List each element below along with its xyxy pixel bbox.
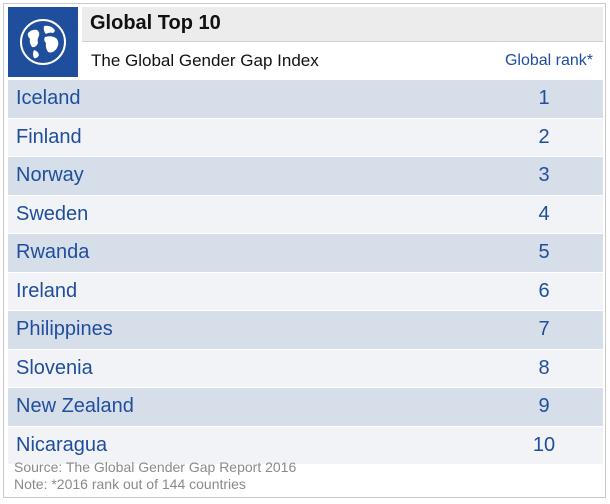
global-rank: 4 [538, 202, 550, 225]
country-name: Philippines [16, 318, 113, 340]
index-name: The Global Gender Gap Index [91, 51, 319, 70]
globe-icon-box [8, 7, 78, 77]
global-rank: 8 [538, 356, 550, 379]
table-row: Iceland 1 [8, 80, 603, 119]
page-title: Global Top 10 [90, 12, 221, 34]
global-rank: 6 [538, 279, 550, 302]
table-row: Norway 3 [8, 157, 603, 196]
country-name: Slovenia [16, 356, 93, 379]
table-row: Sweden 4 [8, 195, 603, 234]
global-rank: 9 [538, 395, 550, 417]
country-name: New Zealand [16, 395, 134, 417]
country-name: Sweden [16, 202, 89, 225]
title-bar: Global Top 10 [82, 7, 603, 42]
table-row: Finland 2 [8, 118, 603, 157]
global-rank: 2 [538, 125, 550, 148]
table-row: Slovenia 8 [8, 349, 603, 388]
table-row: New Zealand 9 [8, 388, 603, 427]
country-name: Ireland [16, 279, 78, 302]
footnote: Note: *2016 rank out of 144 countries [14, 476, 246, 492]
table-row: Ireland 6 [8, 272, 603, 311]
global-rank: 7 [538, 318, 550, 340]
table-row: Nicaragua 10 [8, 426, 603, 465]
global-rank: 5 [538, 241, 550, 263]
source-note: Source: The Global Gender Gap Report 201… [14, 459, 297, 475]
global-rank: 3 [538, 164, 550, 186]
rank-column-header: Global rank* [504, 52, 593, 69]
table-row: Rwanda 5 [8, 234, 603, 273]
footer: Source: The Global Gender Gap Report 201… [14, 459, 296, 493]
globe-icon [20, 19, 66, 65]
table-row: Philippines 7 [8, 311, 603, 350]
country-name: Finland [16, 125, 82, 148]
country-name: Iceland [16, 87, 81, 109]
ranking-table: Iceland 1 Finland 2 Norway 3 Sweden 4 Rwanda 5 Ire… [8, 80, 603, 465]
ranking-card: Global Top 10 The Global Gender Gap Inde… [3, 3, 606, 498]
table-header: The Global Gender Gap Index Global rank* [82, 42, 603, 77]
country-name: Rwanda [16, 241, 90, 263]
country-name: Nicaragua [16, 433, 108, 456]
global-rank: 10 [532, 433, 556, 456]
country-name: Norway [16, 164, 84, 186]
global-rank: 1 [538, 87, 550, 109]
